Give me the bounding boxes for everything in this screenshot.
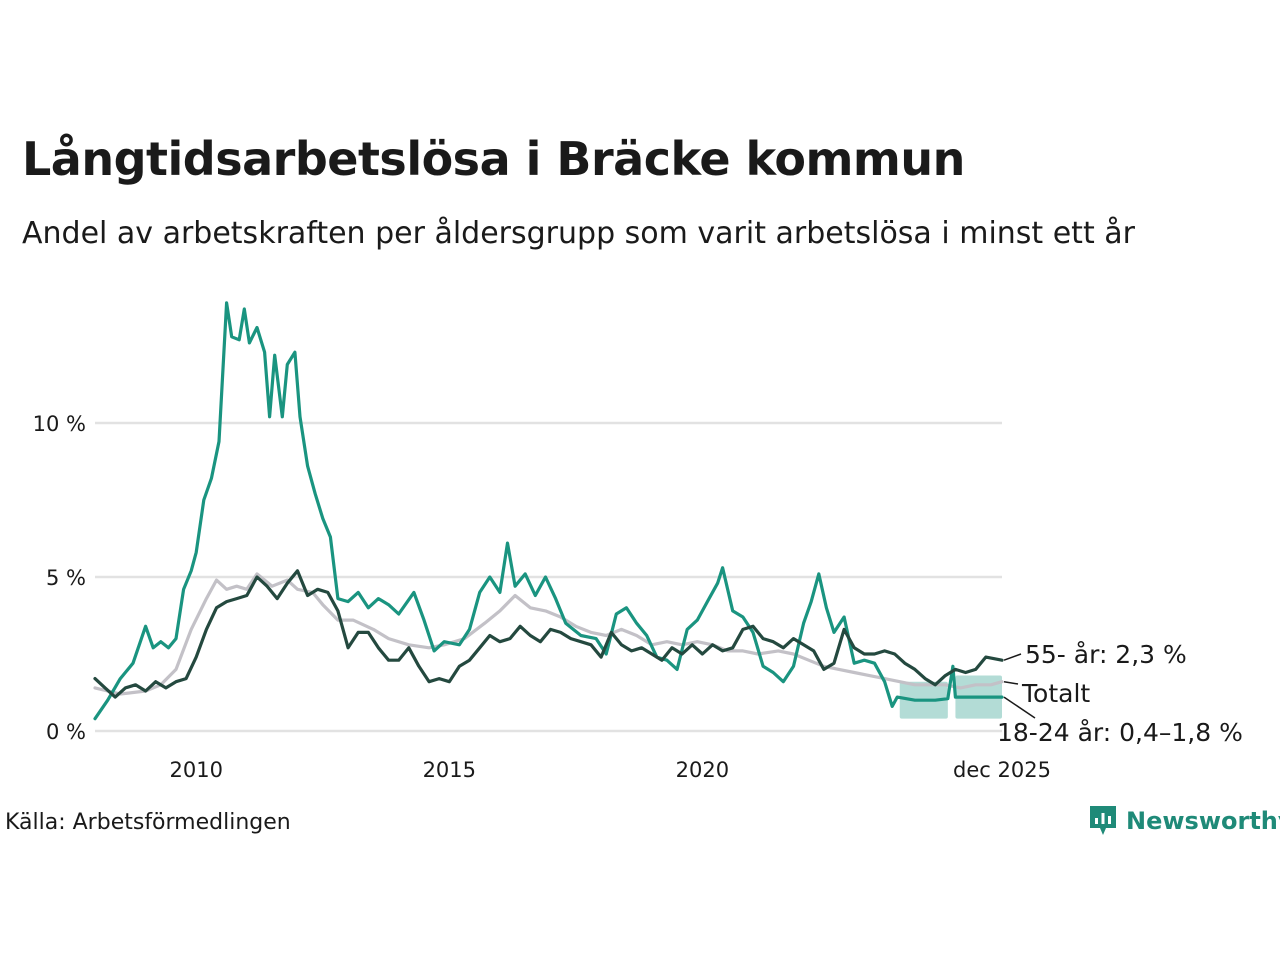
series-end-label: 55- år: 2,3 % — [1025, 640, 1187, 669]
newsworthy-icon — [1090, 806, 1116, 835]
y-axis: 0 % 5 % 10 % — [33, 412, 86, 744]
chart-title: Långtidsarbetslösa i Bräcke kommun — [22, 132, 965, 186]
chart-subtitle: Andel av arbetskraften per åldersgrupp s… — [22, 216, 1135, 251]
series-end-label: 18-24 år: 0,4–1,8 % — [997, 718, 1243, 747]
series-line-18-24-r — [93, 301, 1004, 721]
series-line-55-r — [93, 569, 1004, 699]
line-chart: 0 % 5 % 10 % 2010 2015 2020 dec 2025 Totalt 18… — [33, 301, 1243, 782]
gridlines — [95, 421, 1002, 733]
brand-logo: Newsworthy — [1088, 804, 1280, 838]
x-axis: 2010 2015 2020 dec 2025 — [170, 758, 1051, 782]
y-tick-label: 0 % — [46, 720, 86, 744]
label-leader-line — [1003, 680, 1019, 685]
series-line-totalt — [93, 572, 1004, 696]
brand-name: Newsworthy — [1126, 807, 1280, 835]
label-leader-line — [1003, 696, 1036, 719]
x-tick-label: 2020 — [676, 758, 729, 782]
y-tick-label: 5 % — [46, 566, 86, 590]
y-tick-label: 10 % — [33, 412, 86, 436]
x-tick-label: 2015 — [423, 758, 476, 782]
source-note: Källa: Arbetsförmedlingen — [5, 810, 291, 835]
x-tick-label: dec 2025 — [953, 758, 1051, 782]
series-labels: Totalt 18-24 år: 0,4–1,8 % 55- år: 2,3 % — [997, 640, 1243, 747]
series-end-label: Totalt — [1021, 679, 1090, 708]
label-leader-line — [1003, 653, 1022, 661]
x-tick-label: 2010 — [170, 758, 223, 782]
series-lines — [93, 301, 1004, 721]
